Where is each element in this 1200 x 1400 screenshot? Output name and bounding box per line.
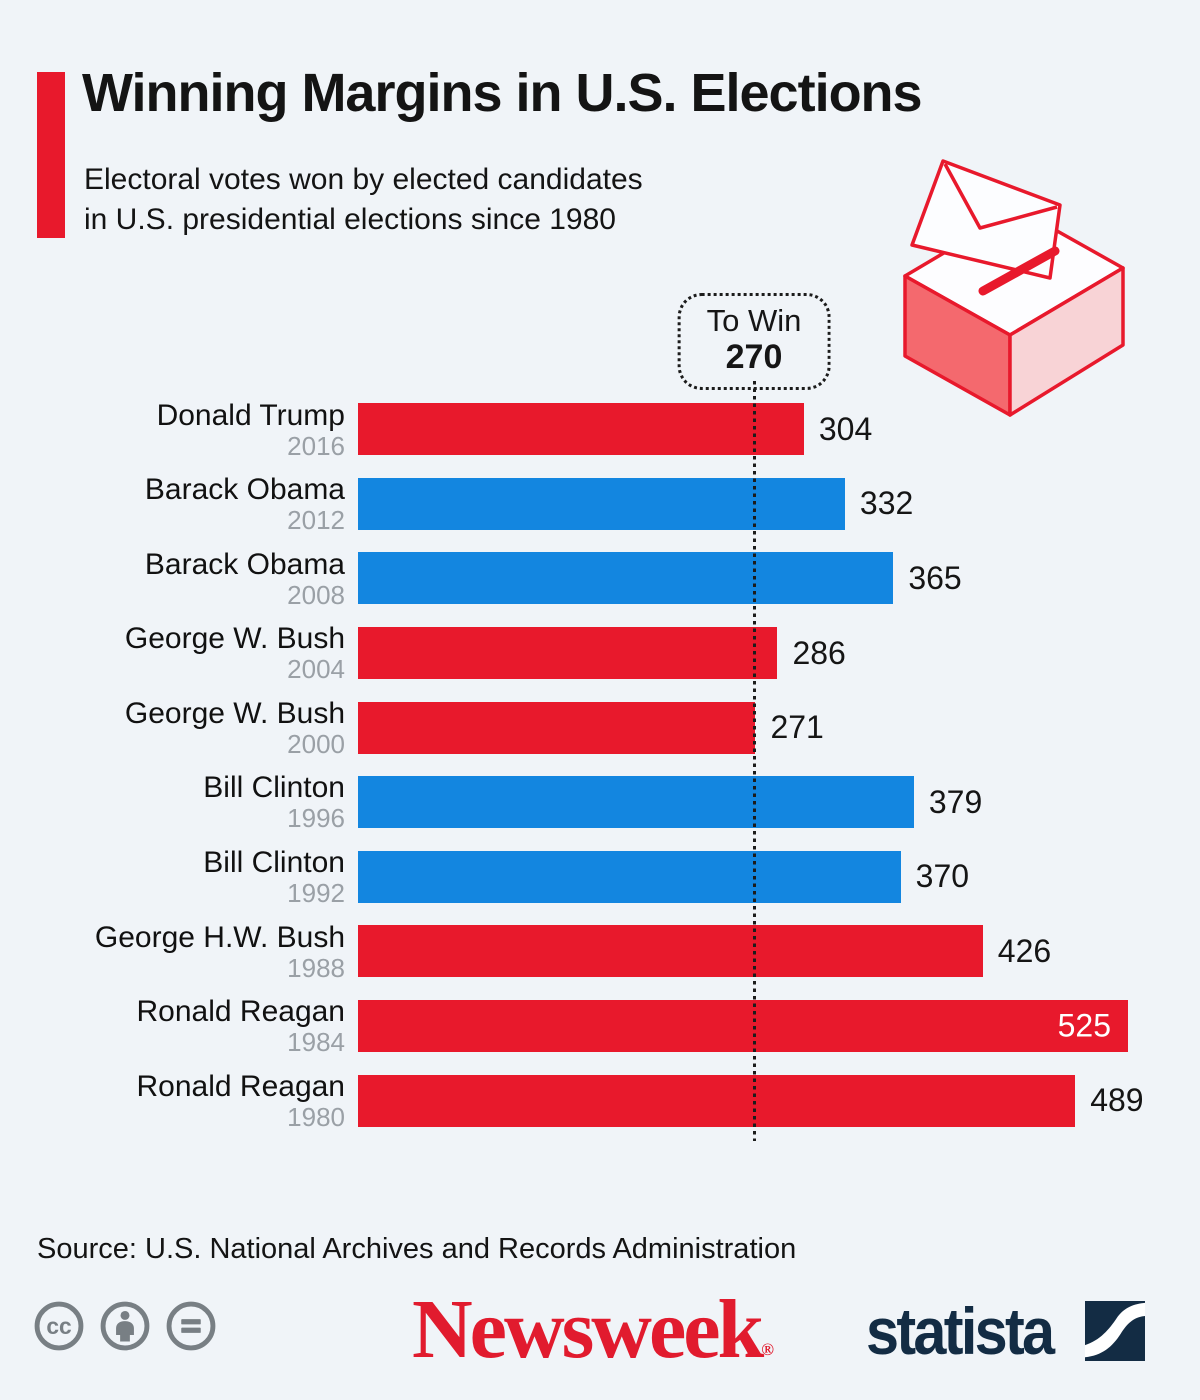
vote-bar	[358, 477, 845, 530]
candidate-name: George W. Bush	[124, 622, 345, 656]
candidate-year: 1996	[287, 803, 345, 834]
bar-track: 304	[358, 403, 1200, 456]
candidate-name: Donald Trump	[156, 398, 345, 432]
candidate-year: 2004	[287, 654, 345, 685]
svg-text:cc: cc	[46, 1313, 71, 1339]
vote-bar	[358, 850, 901, 903]
bar-row: George H.W. Bush 1988 426	[0, 914, 1200, 989]
vote-bar	[358, 552, 894, 605]
bar-track: 286	[358, 627, 1200, 680]
vote-bar	[358, 925, 983, 978]
bar-rows: Donald Trump 2016 304 Barack Obama 2012 332 Ba…	[0, 392, 1200, 1138]
bar-row: Bill Clinton 1996 379	[0, 765, 1200, 840]
bar-label: Bill Clinton 1996	[0, 771, 345, 833]
candidate-name: Barack Obama	[144, 473, 345, 507]
bar-value-label: 379	[928, 783, 983, 820]
bar-chart: Donald Trump 2016 304 Barack Obama 2012 332 Ba…	[0, 392, 1200, 1138]
cc-icon: cc	[34, 1301, 84, 1351]
bar-value-label: 365	[908, 559, 962, 596]
candidate-name: Barack Obama	[144, 547, 345, 581]
page-subtitle: Electoral votes won by elected candidate…	[84, 160, 643, 239]
vote-bar	[358, 1074, 1076, 1127]
candidate-name: George W. Bush	[124, 696, 345, 730]
bar-row: Barack Obama 2012 332	[0, 467, 1200, 542]
candidate-year: 1988	[287, 952, 345, 983]
statista-logo-icon	[1085, 1301, 1146, 1361]
threshold-value: 270	[725, 338, 783, 377]
vote-bar	[358, 701, 756, 754]
candidate-name: Bill Clinton	[203, 846, 345, 880]
threshold-line	[752, 381, 756, 1141]
bar-track: 525	[358, 1000, 1200, 1053]
attribution-person-icon	[100, 1301, 150, 1351]
threshold-box: To Win 270	[677, 293, 831, 391]
title-accent-bar	[37, 72, 65, 238]
registered-mark: ®	[761, 1340, 774, 1359]
bar-value-label: 370	[915, 858, 970, 895]
bar-value-label: 304	[818, 410, 873, 447]
page-title: Winning Margins in U.S. Elections	[82, 63, 923, 123]
candidate-year: 2016	[287, 430, 345, 461]
candidate-name: Bill Clinton	[203, 771, 345, 805]
bar-value-label: 426	[997, 932, 1052, 969]
subtitle-line-2: in U.S. presidential elections since 198…	[84, 202, 616, 236]
bar-track: 426	[358, 925, 1200, 978]
bar-value-label: 286	[792, 634, 846, 671]
bar-track: 365	[358, 552, 1200, 605]
bar-row: Donald Trump 2016 304	[0, 392, 1200, 467]
source-note: Source: U.S. National Archives and Recor…	[37, 1233, 797, 1265]
bar-value-label: 489	[1090, 1082, 1144, 1119]
bar-label: Barack Obama 2012	[0, 473, 345, 535]
bar-row: George W. Bush 2000 271	[0, 690, 1200, 765]
bar-label: George W. Bush 2000	[0, 697, 345, 759]
bar-label: Barack Obama 2008	[0, 548, 345, 610]
bar-row: Ronald Reagan 1984 525	[0, 989, 1200, 1064]
candidate-year: 1992	[287, 878, 345, 909]
bar-label: Donald Trump 2016	[0, 399, 345, 461]
candidate-year: 2012	[287, 505, 345, 536]
bar-label: George W. Bush 2004	[0, 622, 345, 684]
candidate-year: 2008	[287, 579, 345, 610]
vote-bar: 525	[358, 1000, 1128, 1053]
bar-label: George H.W. Bush 1988	[0, 921, 345, 983]
candidate-year: 1980	[287, 1101, 345, 1132]
candidate-name: Ronald Reagan	[136, 1069, 346, 1103]
bar-row: Ronald Reagan 1980 489	[0, 1063, 1200, 1138]
threshold-label: To Win	[706, 303, 802, 338]
bar-value-label: 271	[770, 709, 824, 746]
license-icons: cc	[33, 1300, 217, 1352]
statista-logo: statista	[866, 1294, 1146, 1368]
bar-track: 489	[358, 1074, 1200, 1127]
bar-value-label: 525	[1057, 1007, 1111, 1044]
candidate-name: Ronald Reagan	[136, 995, 346, 1029]
bar-row: Bill Clinton 1992 370	[0, 840, 1200, 915]
bar-track: 379	[358, 776, 1200, 829]
bar-track: 271	[358, 701, 1200, 754]
ballot-box-icon	[903, 159, 1125, 417]
bar-row: George W. Bush 2004 286	[0, 616, 1200, 691]
newsweek-logo: Newsweek®	[412, 1288, 774, 1372]
bar-track: 332	[358, 477, 1200, 530]
bar-label: Ronald Reagan 1980	[0, 1069, 346, 1132]
vote-bar	[358, 776, 914, 829]
candidate-year: 1984	[287, 1027, 345, 1058]
vote-bar	[358, 627, 778, 680]
bar-row: Barack Obama 2008 365	[0, 541, 1200, 616]
candidate-name: George H.W. Bush	[94, 920, 345, 954]
subtitle-line-1: Electoral votes won by elected candidate…	[84, 163, 643, 196]
vote-bar	[358, 403, 804, 456]
bar-label: Bill Clinton 1992	[0, 846, 345, 908]
bar-value-label: 332	[859, 485, 914, 522]
newsweek-wordmark: Newsweek	[412, 1283, 764, 1376]
bar-label: Ronald Reagan 1984	[0, 995, 346, 1058]
statista-wordmark: statista	[866, 1294, 1055, 1368]
equals-icon	[166, 1301, 216, 1351]
candidate-year: 2000	[287, 728, 345, 759]
bar-track: 370	[358, 850, 1200, 903]
